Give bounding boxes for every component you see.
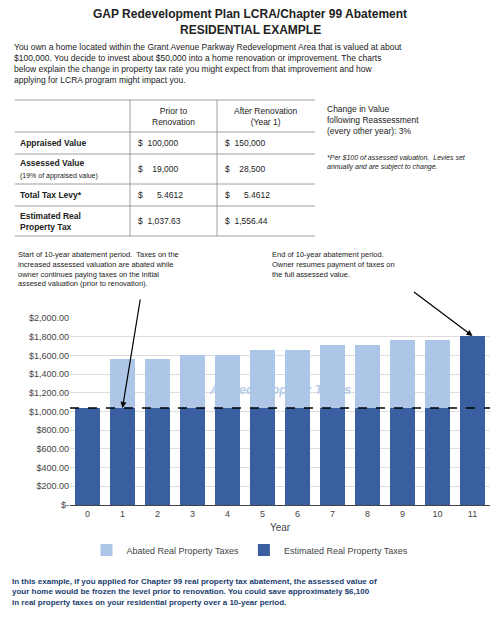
svg-text:$ 1,037.63: $ 1,037.63 [138,216,181,226]
svg-text:$ 5.4612: $ 5.4612 [138,190,183,200]
svg-text:$1,200.00: $1,200.00 [29,388,69,398]
svg-text:Total Tax Levy*: Total Tax Levy* [20,190,82,200]
svg-text:9: 9 [400,509,405,519]
svg-text:Estimated RealProperty Tax: Estimated RealProperty Tax [20,211,81,232]
svg-text:RESIDENTIAL EXAMPLE: RESIDENTIAL EXAMPLE [180,23,321,37]
svg-text:$ 150,000: $ 150,000 [225,138,265,148]
svg-text:After Renovation(Year 1): After Renovation(Year 1) [234,106,298,127]
svg-text:$ 100,000: $ 100,000 [138,138,178,148]
svg-text:$2,000.00: $2,000.00 [29,313,69,323]
svg-text:End of 10-year abatement perio: End of 10-year abatement period.Owner re… [272,250,395,279]
svg-text:$800.00: $800.00 [36,425,69,435]
svg-text:Year: Year [270,522,291,533]
svg-text:Abated Real Property Taxes: Abated Real Property Taxes [127,546,239,556]
svg-text:5: 5 [260,509,265,519]
svg-text:4: 4 [225,509,230,519]
svg-text:1: 1 [120,509,125,519]
svg-text:Start of 10-year abatement per: Start of 10-year abatement period. Taxes… [18,250,179,288]
svg-text:*Per $100 of assessed valuatio: *Per $100 of assessed valuation. Levies … [327,154,466,171]
svg-text:2: 2 [155,509,160,519]
svg-text:$1,000.00: $1,000.00 [29,407,69,417]
svg-text:Assessed Value: Assessed Value [20,158,85,168]
svg-text:10: 10 [432,509,442,519]
svg-text:(19% of appraised value): (19% of appraised value) [20,172,98,180]
svg-text:Appraised Value: Appraised Value [20,138,86,148]
svg-text:You own a home located within: You own a home located within the Grant … [14,42,402,85]
svg-text:Prior toRenovation: Prior toRenovation [152,106,195,127]
svg-text:11: 11 [468,509,477,519]
svg-text:GAP Redevelopment Plan LCRA/Ch: GAP Redevelopment Plan LCRA/Chapter 99 A… [93,7,407,21]
svg-text:0: 0 [85,509,90,519]
svg-text:Change in Valuefollowing Reass: Change in Valuefollowing Reassessment(ev… [327,104,419,136]
svg-text:$ 28,500: $ 28,500 [225,164,265,174]
svg-text:Abated Property Taxes: Abated Property Taxes [209,382,351,397]
svg-text:8: 8 [365,509,370,519]
svg-text:$600.00: $600.00 [36,444,69,454]
svg-text:3: 3 [190,509,195,519]
svg-text:Estimated Real Property Taxes: Estimated Real Property Taxes [284,546,408,556]
svg-text:$1,400.00: $1,400.00 [29,369,69,379]
svg-text:$1,800.00: $1,800.00 [29,332,69,342]
svg-text:7: 7 [330,509,335,519]
svg-text:$-: $- [61,500,69,510]
svg-text:In this example, if you applie: In this example, if you applied for Chap… [12,577,377,607]
svg-text:$400.00: $400.00 [36,463,69,473]
svg-text:$ 19,000: $ 19,000 [138,164,178,174]
svg-text:$ 1,556.44: $ 1,556.44 [225,216,268,226]
svg-text:$ 5.4612: $ 5.4612 [225,190,270,200]
svg-text:$1,600.00: $1,600.00 [29,351,69,361]
svg-text:6: 6 [295,509,300,519]
svg-text:$200.00: $200.00 [36,481,69,491]
